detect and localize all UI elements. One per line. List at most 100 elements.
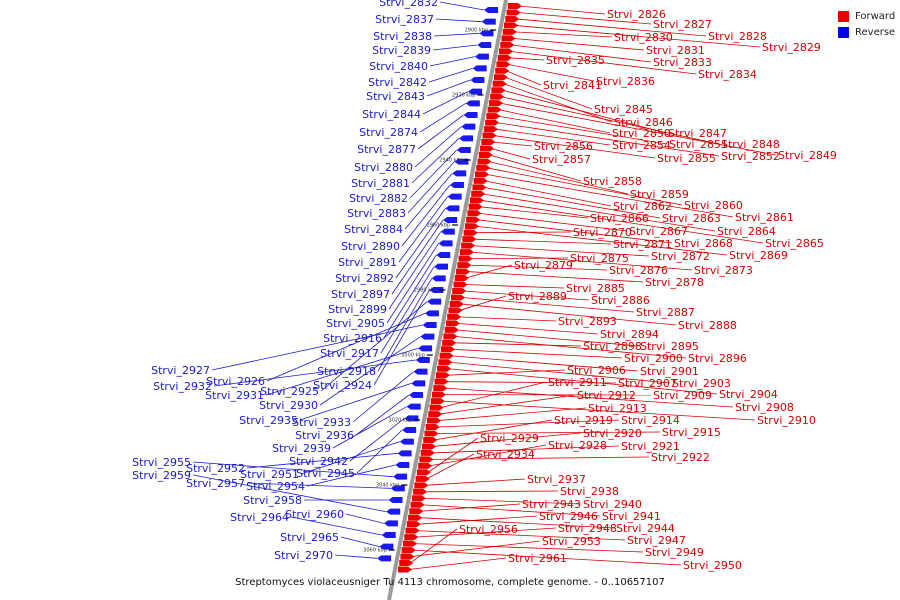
forward-leader <box>424 490 559 493</box>
forward-gene-arrow <box>408 514 423 521</box>
forward-gene-arrow <box>399 560 414 567</box>
reverse-gene-label: Strvi_2832 <box>379 0 438 9</box>
reverse-gene-label: Strvi_2897 <box>331 288 390 301</box>
reverse-leader <box>435 18 482 23</box>
legend-forward: Forward <box>838 8 895 24</box>
forward-gene-arrow <box>401 547 416 554</box>
forward-gene-arrow <box>471 190 486 197</box>
reverse-leader <box>349 418 405 462</box>
forward-leader <box>413 543 644 553</box>
forward-gene-arrow <box>467 210 482 217</box>
forward-leader <box>509 50 697 75</box>
reverse-gene-arrow <box>422 322 437 328</box>
forward-leader <box>439 394 576 415</box>
reverse-leader <box>320 301 428 392</box>
reverse-leader <box>388 231 442 310</box>
forward-gene-label: Strvi_2940 <box>583 498 642 511</box>
forward-gene-arrow <box>450 294 465 301</box>
forward-gene-arrow <box>432 391 447 398</box>
reverse-leader <box>290 516 382 536</box>
forward-gene-label: Strvi_2826 <box>607 8 666 21</box>
forward-leader <box>445 381 617 384</box>
reverse-gene-label: Strvi_2916 <box>323 332 382 345</box>
scale-label: 2940 kbp <box>439 158 463 164</box>
forward-leader <box>479 206 589 219</box>
forward-leader <box>459 295 507 311</box>
reverse-gene-label: Strvi_2838 <box>373 30 432 43</box>
forward-leader <box>480 199 764 244</box>
forward-leader <box>496 122 720 157</box>
reverse-gene-arrow <box>402 427 417 433</box>
scale-label: 3040 kbp <box>376 483 400 489</box>
forward-gene-arrow <box>440 346 455 353</box>
forward-leader <box>498 109 611 134</box>
forward-leader <box>504 76 593 110</box>
reverse-gene-arrow <box>390 485 405 492</box>
reverse-gene-arrow <box>397 450 412 457</box>
forward-gene-arrow <box>498 48 513 55</box>
reverse-gene-label: Strvi_2970 <box>274 549 333 562</box>
reverse-gene-label: Strvi_2931 <box>205 389 264 402</box>
reverse-gene-arrow <box>438 240 453 247</box>
reverse-leader <box>411 138 460 184</box>
reverse-leader <box>356 429 403 474</box>
forward-gene-arrow <box>463 229 478 236</box>
forward-gene-label: Strvi_2849 <box>778 149 837 162</box>
forward-gene-label: Strvi_2910 <box>757 414 816 427</box>
forward-gene-label: Strvi_2862 <box>613 200 672 213</box>
forward-gene-arrow <box>505 15 520 22</box>
forward-gene-arrow <box>476 164 491 171</box>
reverse-gene-label: Strvi_2874 <box>359 126 418 139</box>
forward-gene-arrow <box>433 385 448 392</box>
forward-leader <box>489 154 582 182</box>
reverse-gene-label: Strvi_2918 <box>317 365 376 378</box>
forward-gene-arrow <box>492 80 507 87</box>
forward-gene-label: Strvi_2871 <box>613 238 672 251</box>
forward-gene-arrow <box>501 35 516 42</box>
forward-gene-arrow <box>437 365 452 372</box>
reverse-gene-arrow <box>440 228 455 235</box>
scale-label: 3000 kbp <box>401 353 425 359</box>
forward-leader <box>499 102 777 156</box>
reverse-leader <box>386 243 439 324</box>
forward-leader <box>451 348 623 359</box>
forward-leader <box>419 517 615 529</box>
reverse-gene-arrow <box>474 53 489 60</box>
reverse-gene-arrow <box>472 65 487 72</box>
forward-gene-label: Strvi_2841 <box>543 79 602 92</box>
reverse-leader <box>319 336 421 406</box>
reverse-leader <box>391 219 444 295</box>
reverse-gene-label: Strvi_2932 <box>153 380 212 393</box>
forward-leader <box>427 437 479 473</box>
reverse-gene-label: Strvi_2839 <box>372 44 431 57</box>
reverse-gene-arrow <box>413 368 428 375</box>
forward-gene-arrow <box>449 300 464 307</box>
forward-gene-label: Strvi_2846 <box>614 116 673 129</box>
forward-leader <box>484 180 612 207</box>
forward-leader <box>425 478 526 486</box>
forward-gene-arrow <box>409 508 424 515</box>
forward-gene-label: Strvi_2888 <box>678 319 737 332</box>
forward-gene-label: Strvi_2921 <box>621 440 680 453</box>
forward-gene-arrow <box>490 93 505 100</box>
reverse-leader <box>383 254 437 339</box>
forward-gene-arrow <box>406 521 421 528</box>
reverse-gene-label: Strvi_2877 <box>357 143 416 156</box>
forward-gene-arrow <box>457 262 472 269</box>
reverse-gene-arrow <box>411 380 426 387</box>
reverse-gene-label: Strvi_2890 <box>341 240 400 253</box>
reverse-gene-arrow <box>395 462 410 468</box>
forward-leader <box>475 225 728 256</box>
reverse-leader <box>246 482 391 489</box>
forward-gene-arrow <box>504 22 519 29</box>
forward-leader <box>454 335 687 359</box>
forward-leader <box>490 148 531 160</box>
reverse-gene-label: Strvi_2891 <box>338 256 397 269</box>
forward-gene-label: Strvi_2893 <box>558 315 617 328</box>
forward-gene-label: Strvi_2878 <box>645 276 704 289</box>
reverse-leader <box>306 464 396 487</box>
forward-gene-arrow <box>493 74 508 81</box>
forward-gene-label: Strvi_2943 <box>522 498 581 511</box>
forward-gene-arrow <box>488 100 503 107</box>
forward-gene-arrow <box>442 339 457 346</box>
